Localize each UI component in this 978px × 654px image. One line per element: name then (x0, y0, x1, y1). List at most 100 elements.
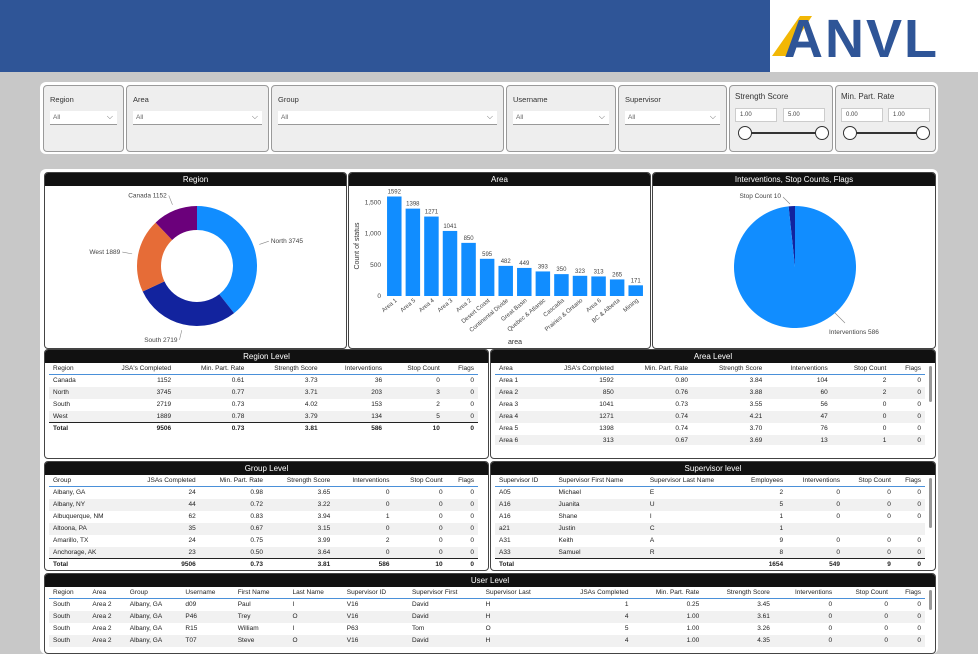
column-header[interactable]: Username (181, 587, 234, 599)
group-row[interactable]: Albuquerque, NM 62 0.83 3.94 1 0 0 (49, 511, 478, 523)
column-header[interactable]: JSAs Completed (125, 475, 200, 487)
column-header[interactable]: Stop Count (386, 363, 444, 375)
min-part-max-input[interactable]: 1.00 (888, 108, 930, 122)
supervisor-row[interactable]: A16 Juanita U 5 0 0 0 (495, 498, 925, 511)
bar-11[interactable] (572, 275, 588, 296)
group-level-table[interactable]: Group JSAs Completed Min. Part. Rate Streng… (49, 475, 478, 570)
strength-slider-max-handle[interactable] (815, 126, 829, 140)
supervisor-level-table[interactable]: Supervisor ID Supervisor First Name Superv… (495, 475, 925, 570)
supervisor-level-panel[interactable]: Supervisor level Supervisor ID Supervisor… (490, 461, 936, 571)
region-donut-chart[interactable]: North 3745 South 2719 West 1889 Canada 1152 (45, 186, 347, 349)
user-row[interactable]: South Area 2 Albany, GA R15 William I P63 Tom O 5… (49, 623, 925, 635)
area-level-scrollbar[interactable] (929, 366, 932, 402)
donut-slice-canada[interactable] (155, 206, 197, 240)
user-row[interactable]: South Area 2 Albany, GA T07 Steve O V16 David H 4… (49, 634, 925, 647)
donut-slice-west[interactable] (137, 222, 173, 292)
column-header[interactable]: First Name (233, 587, 289, 599)
bar-2[interactable] (405, 208, 421, 296)
strength-score-slicer[interactable]: Strength Score 1.00 5.00 (729, 85, 833, 152)
region-row[interactable]: Canada 1152 0.61 3.73 36 0 0 (49, 375, 478, 387)
min-part-min-input[interactable]: 0.00 (841, 108, 883, 122)
column-header[interactable]: Min. Part. Rate (632, 587, 704, 599)
column-header[interactable]: Min. Part. Rate (175, 363, 249, 375)
column-header[interactable]: JSAs Completed (554, 587, 633, 599)
column-header[interactable]: Flags (890, 363, 925, 375)
username-slicer[interactable]: Username All ⌵ (506, 85, 616, 152)
area-row[interactable]: Area 2 850 0.76 3.88 60 2 0 (495, 386, 925, 399)
donut-slice-north[interactable] (197, 206, 258, 314)
strength-slider-min-handle[interactable] (738, 126, 752, 140)
group-level-panel[interactable]: Group Level Group JSAs Completed Min. Part… (44, 461, 489, 571)
supervisor-slicer[interactable]: Supervisor All ⌵ (618, 85, 727, 152)
user-level-scrollbar[interactable] (929, 590, 932, 610)
bar-8[interactable] (517, 267, 532, 296)
area-row[interactable]: Area 6 313 0.67 3.69 13 1 0 (495, 434, 925, 445)
column-header[interactable]: Group (125, 587, 182, 599)
bar-7[interactable] (498, 265, 513, 296)
column-header[interactable]: Interventions (787, 475, 844, 487)
area-row[interactable]: Area 3 1041 0.73 3.55 56 0 0 (495, 399, 925, 411)
supervisor-row[interactable]: A05 Michael E 2 0 0 0 (495, 487, 925, 499)
user-row[interactable]: South Area 2 Albany, GA P46 Trey O V16 David H 4 1… (49, 610, 925, 623)
min-part-rate-slicer[interactable]: Min. Part. Rate 0.00 1.00 (835, 85, 936, 152)
column-header[interactable]: Region (49, 363, 93, 375)
column-header[interactable]: Min. Part. Rate (617, 363, 692, 375)
min-part-slider-max-handle[interactable] (916, 126, 930, 140)
area-level-panel[interactable]: Area Level Area JSA's Completed Min. Part.… (490, 349, 936, 459)
area-row[interactable]: Area 4 1271 0.74 4.21 47 0 0 (495, 410, 925, 423)
column-header[interactable]: Strength Score (248, 363, 322, 375)
column-header[interactable]: Strength Score (266, 475, 335, 487)
strength-min-input[interactable]: 1.00 (735, 108, 777, 122)
column-header[interactable]: Supervisor First Name (554, 475, 646, 487)
bar-10[interactable] (554, 274, 569, 296)
supervisor-row[interactable]: a21 Justin C 1 (495, 522, 925, 535)
interventions-pie-chart[interactable]: Stop Count 10 Interventions 586 (653, 186, 936, 349)
area-row[interactable]: Area 5 1398 0.74 3.70 76 0 0 (495, 423, 925, 435)
group-slicer[interactable]: Group All ⌵ (271, 85, 504, 152)
bar-1[interactable] (387, 196, 402, 297)
column-header[interactable]: Flags (894, 475, 925, 487)
region-row[interactable]: North 3745 0.77 3.71 203 3 0 (49, 386, 478, 399)
user-row[interactable]: South Area 2 Albany, GA d09 Paul I V16 David H 1 0… (49, 599, 925, 611)
region-dropdown[interactable]: All ⌵ (50, 111, 117, 125)
region-slicer[interactable]: Region All ⌵ (43, 85, 124, 152)
bar-6[interactable] (479, 258, 495, 296)
bar-14[interactable] (628, 285, 643, 296)
bar-12[interactable] (591, 276, 606, 296)
group-row[interactable]: Amarillo, TX 24 0.75 3.99 2 0 0 (49, 535, 478, 547)
region-row[interactable]: West 1889 0.78 3.79 134 5 0 (49, 410, 478, 423)
column-header[interactable]: Stop Count (831, 363, 891, 375)
region-level-panel[interactable]: Region Level Region JSA's Completed Min. P… (44, 349, 489, 459)
column-header[interactable]: Interventions (766, 363, 832, 375)
pie-slice-stop-count[interactable] (788, 206, 795, 267)
region-row[interactable]: South 2719 0.73 4.02 153 2 0 (49, 399, 478, 411)
column-header[interactable]: Employees (736, 475, 788, 487)
column-header[interactable]: Region (49, 587, 89, 599)
column-header[interactable]: JSA's Completed (534, 363, 618, 375)
user-level-panel[interactable]: User Level Region Area Group Username First … (44, 573, 936, 654)
column-header[interactable]: Interventions (334, 475, 394, 487)
supervisor-row[interactable]: A31 Keith A 9 0 0 0 (495, 535, 925, 547)
group-row[interactable]: Anchorage, AK 23 0.50 3.64 0 0 0 (49, 546, 478, 559)
min-part-slider-min-handle[interactable] (843, 126, 857, 140)
bar-4[interactable] (442, 230, 458, 296)
region-level-table[interactable]: Region JSA's Completed Min. Part. Rate Stre… (49, 363, 478, 435)
column-header[interactable]: Flags (891, 587, 925, 599)
column-header[interactable]: JSA's Completed (92, 363, 176, 375)
column-header[interactable]: Stop Count (836, 587, 892, 599)
supervisor-dropdown[interactable]: All ⌵ (625, 111, 720, 125)
group-row[interactable]: Altoona, PA 35 0.67 3.15 0 0 0 (49, 522, 478, 535)
pie-slice-interventions[interactable] (734, 206, 856, 328)
column-header[interactable]: Strength Score (703, 587, 774, 599)
supervisor-level-scrollbar[interactable] (929, 478, 932, 528)
strength-max-input[interactable]: 5.00 (783, 108, 825, 122)
supervisor-row[interactable]: A16 Shane I 1 0 0 0 (495, 511, 925, 523)
min-part-slider-track[interactable] (849, 132, 925, 134)
user-level-table[interactable]: Region Area Group Username First Name Last Na… (49, 587, 925, 647)
area-chart-panel[interactable]: Area 0 500 1,000 1,500 Count of status 1592 Ar… (348, 172, 651, 349)
column-header[interactable]: Supervisor ID (495, 475, 555, 487)
group-dropdown[interactable]: All ⌵ (278, 111, 497, 125)
column-header[interactable]: Stop Count (843, 475, 895, 487)
column-header[interactable]: Last Name (288, 587, 343, 599)
column-header[interactable]: Supervisor First (407, 587, 482, 599)
